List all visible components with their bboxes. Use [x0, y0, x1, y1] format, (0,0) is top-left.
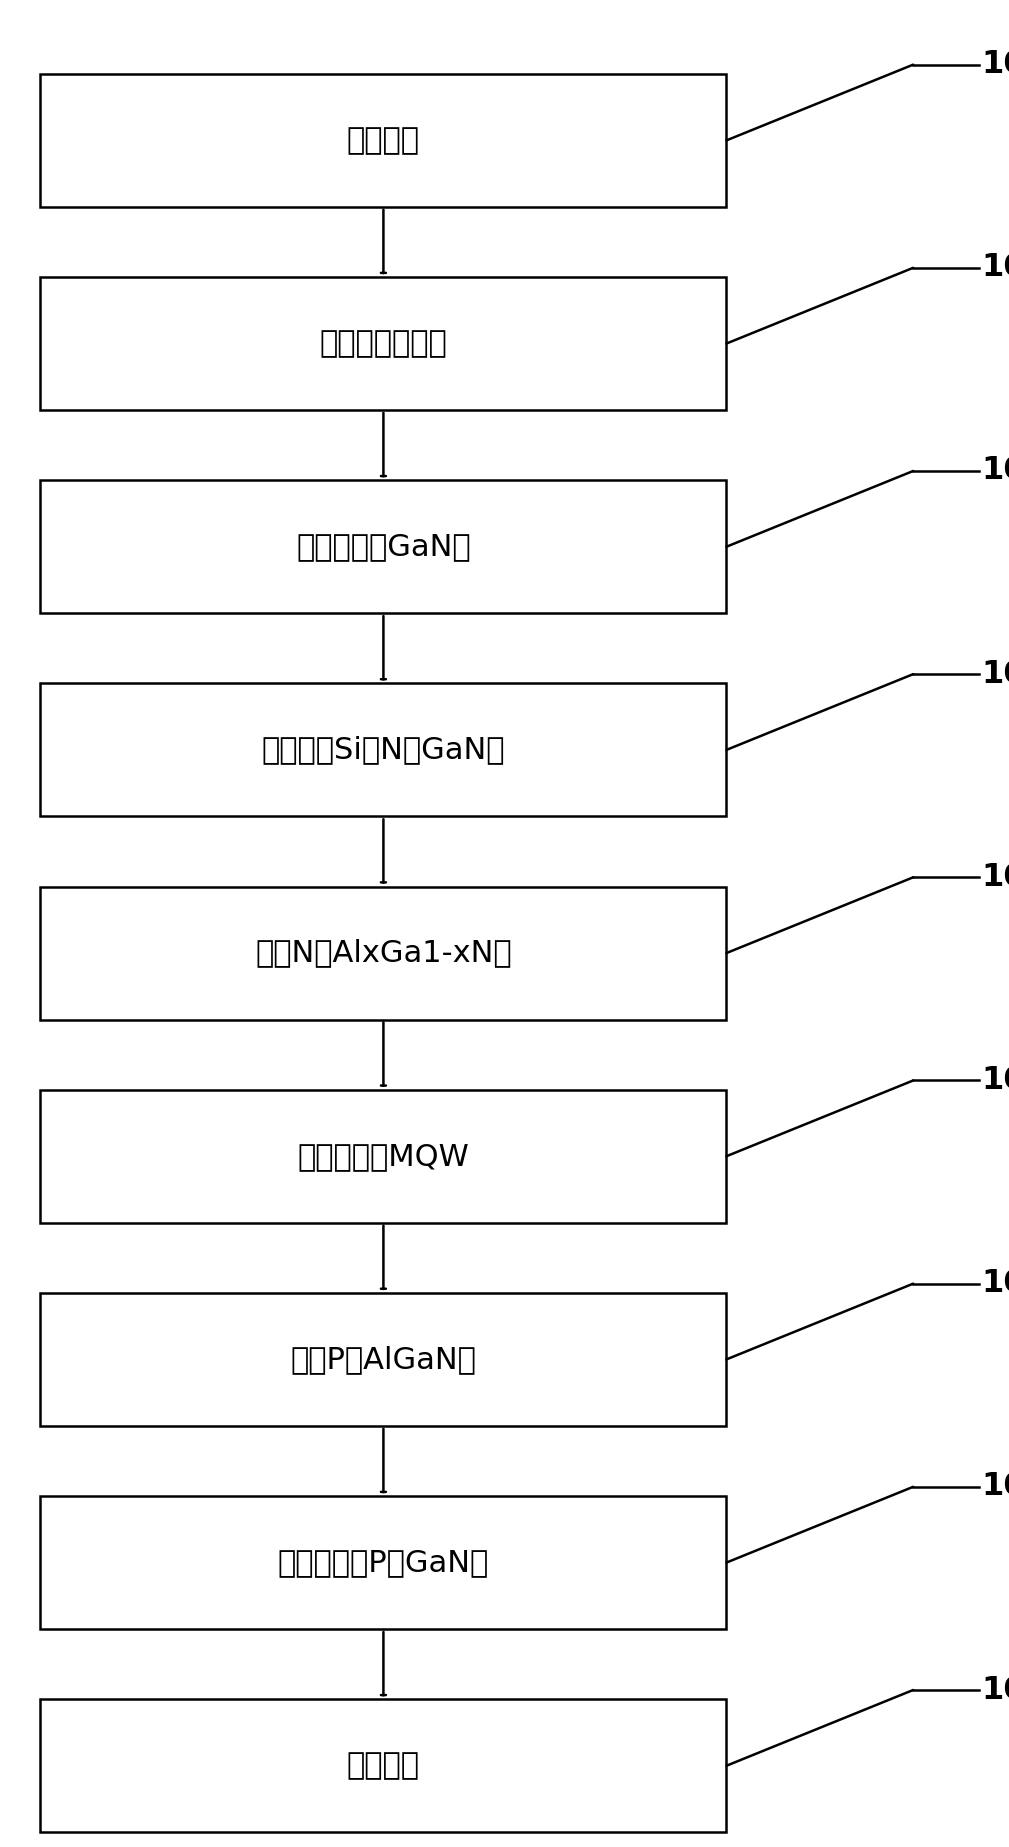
- Text: 生长有源层MQW: 生长有源层MQW: [298, 1141, 469, 1171]
- Bar: [40, 887, 726, 1020]
- Text: 处理衬底: 处理衬底: [347, 126, 420, 155]
- Text: 108: 108: [982, 1472, 1009, 1502]
- Text: 103: 103: [982, 456, 1009, 486]
- Text: 生长掺杂Si的N型GaN层: 生长掺杂Si的N型GaN层: [261, 735, 506, 765]
- Bar: [40, 1090, 726, 1223]
- Bar: [40, 480, 726, 613]
- Text: 109: 109: [982, 1675, 1009, 1705]
- Text: 生长P型AlGaN层: 生长P型AlGaN层: [291, 1345, 476, 1374]
- Bar: [40, 1293, 726, 1426]
- Text: 生长低温缓冲层: 生长低温缓冲层: [320, 329, 447, 358]
- Text: 105: 105: [982, 863, 1009, 892]
- Text: 生长掺镁的P型GaN层: 生长掺镁的P型GaN层: [277, 1548, 489, 1577]
- Text: 107: 107: [982, 1269, 1009, 1298]
- Text: 降温冷却: 降温冷却: [347, 1751, 420, 1781]
- Text: 104: 104: [982, 659, 1009, 689]
- Bar: [40, 1496, 726, 1629]
- Text: 生长不掺杂GaN层: 生长不掺杂GaN层: [296, 532, 471, 561]
- Text: 101: 101: [982, 50, 1009, 79]
- Bar: [40, 277, 726, 410]
- Bar: [40, 74, 726, 207]
- Text: 102: 102: [982, 253, 1009, 283]
- Text: 106: 106: [982, 1066, 1009, 1095]
- Bar: [40, 683, 726, 816]
- Text: 生长N型AlxGa1-xN层: 生长N型AlxGa1-xN层: [255, 938, 512, 968]
- Bar: [40, 1699, 726, 1832]
